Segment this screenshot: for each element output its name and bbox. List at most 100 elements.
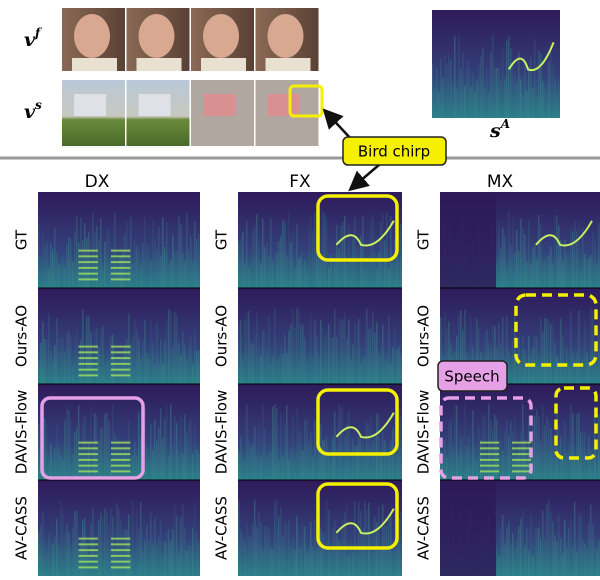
spectrogram-texture bbox=[364, 502, 366, 576]
spectrogram-texture bbox=[316, 549, 318, 576]
spectrogram-texture bbox=[274, 309, 276, 384]
spectrogram-texture bbox=[336, 456, 338, 480]
spectrogram-texture bbox=[502, 228, 504, 288]
spectrogram-texture bbox=[518, 52, 520, 118]
spectrogram-texture bbox=[592, 458, 594, 480]
spectrogram-texture bbox=[548, 320, 550, 384]
spectrogram-texture bbox=[108, 230, 110, 288]
spectrogram-texture bbox=[270, 364, 272, 384]
spectrogram-texture bbox=[186, 360, 188, 384]
spectrogram-texture bbox=[576, 353, 578, 384]
spectrogram-texture bbox=[312, 359, 314, 384]
spectrogram-texture bbox=[142, 341, 144, 384]
spectrogram-texture bbox=[350, 457, 352, 480]
spectrogram-texture bbox=[190, 419, 192, 480]
spectrogram-texture bbox=[554, 535, 556, 576]
spectrogram-texture bbox=[546, 416, 548, 480]
harmonic bbox=[111, 465, 130, 467]
spectrogram-texture bbox=[538, 215, 540, 288]
harmonic bbox=[79, 267, 98, 269]
face bbox=[268, 14, 304, 58]
spectrogram-texture bbox=[356, 324, 358, 384]
spectrogram-texture bbox=[174, 253, 176, 288]
spectrogram-texture bbox=[498, 220, 500, 288]
spectrogram-texture bbox=[66, 332, 68, 384]
spectrogram-texture bbox=[390, 512, 392, 576]
spectrogram-texture bbox=[160, 339, 162, 384]
spectrogram-texture bbox=[196, 238, 198, 288]
spectrogram-texture bbox=[282, 354, 284, 384]
spectrogram-texture bbox=[282, 535, 284, 576]
spectrogram-texture bbox=[164, 419, 166, 480]
harmonic bbox=[480, 453, 499, 455]
spectrogram-texture bbox=[332, 436, 334, 480]
spectrogram-texture bbox=[48, 268, 50, 288]
spectrogram-texture bbox=[252, 524, 254, 576]
spectrogram-texture bbox=[540, 224, 542, 288]
spectrogram-texture bbox=[304, 420, 306, 480]
spectrogram-texture bbox=[194, 221, 196, 288]
spectrogram-texture bbox=[294, 269, 296, 288]
spectrogram-texture bbox=[312, 230, 314, 288]
spectrogram-texture bbox=[460, 69, 462, 118]
spectrogram-texture bbox=[150, 261, 152, 288]
spectrogram-texture bbox=[336, 225, 338, 288]
spectrogram-texture bbox=[558, 81, 560, 118]
spectrogram-texture bbox=[598, 415, 600, 480]
spectrogram-texture bbox=[136, 246, 138, 288]
spectrogram-texture bbox=[86, 316, 88, 384]
spectrogram-texture bbox=[100, 429, 102, 480]
spectrogram-texture bbox=[540, 54, 542, 118]
spectrogram-texture bbox=[366, 308, 368, 384]
spectrogram-texture bbox=[378, 506, 380, 576]
spectrogram-texture bbox=[550, 324, 552, 384]
spectrogram-texture bbox=[346, 503, 348, 576]
spectrogram-texture bbox=[272, 261, 274, 288]
spectrogram-texture bbox=[396, 454, 398, 480]
spectrogram-texture bbox=[268, 316, 270, 384]
callout-label: Speech bbox=[444, 368, 499, 386]
spectrogram-texture bbox=[328, 267, 330, 288]
harmonic bbox=[79, 459, 98, 461]
spectrogram-texture bbox=[520, 364, 522, 384]
spectrogram-texture bbox=[324, 337, 326, 384]
harmonic bbox=[480, 447, 499, 449]
spectrogram-texture bbox=[192, 365, 194, 384]
spectrogram-texture bbox=[290, 324, 292, 384]
spectrogram-texture bbox=[176, 516, 178, 576]
spectrogram-texture bbox=[282, 220, 284, 288]
spectrogram-texture bbox=[312, 547, 314, 576]
spectrogram-texture bbox=[166, 321, 168, 384]
spectrogram-texture bbox=[538, 51, 540, 118]
spectrogram-texture bbox=[566, 548, 568, 576]
spectrogram-texture bbox=[82, 240, 84, 288]
spectrogram-texture bbox=[368, 329, 370, 384]
arrow bbox=[326, 112, 352, 140]
harmonic bbox=[111, 351, 130, 353]
spectrogram-texture bbox=[300, 548, 302, 576]
spectrogram-texture bbox=[356, 248, 358, 288]
spectrogram-texture bbox=[252, 444, 254, 480]
spectrogram-texture bbox=[168, 309, 170, 384]
spectrogram-texture bbox=[66, 406, 68, 480]
spectrogram-texture bbox=[574, 459, 576, 480]
spectrogram-texture bbox=[250, 537, 252, 576]
spectrogram-texture bbox=[62, 337, 64, 384]
spectrogram-texture bbox=[568, 527, 570, 576]
spectrogram-texture bbox=[92, 364, 94, 384]
spectrogram-texture bbox=[134, 550, 136, 576]
shirt bbox=[201, 58, 246, 71]
harmonic bbox=[111, 261, 130, 263]
spectrogram-texture bbox=[142, 551, 144, 576]
spectrogram-texture bbox=[508, 351, 510, 384]
harmonic bbox=[79, 357, 98, 359]
spectrogram-texture bbox=[88, 555, 90, 576]
spectrogram-texture bbox=[324, 535, 326, 576]
cell bbox=[238, 384, 402, 480]
spectrogram-texture bbox=[586, 259, 588, 288]
spectrogram-texture bbox=[292, 538, 294, 576]
spectrogram-texture bbox=[250, 447, 252, 480]
spectrogram-texture bbox=[510, 545, 512, 576]
spectrogram-texture bbox=[94, 413, 96, 480]
spectrogram-texture bbox=[564, 520, 566, 576]
